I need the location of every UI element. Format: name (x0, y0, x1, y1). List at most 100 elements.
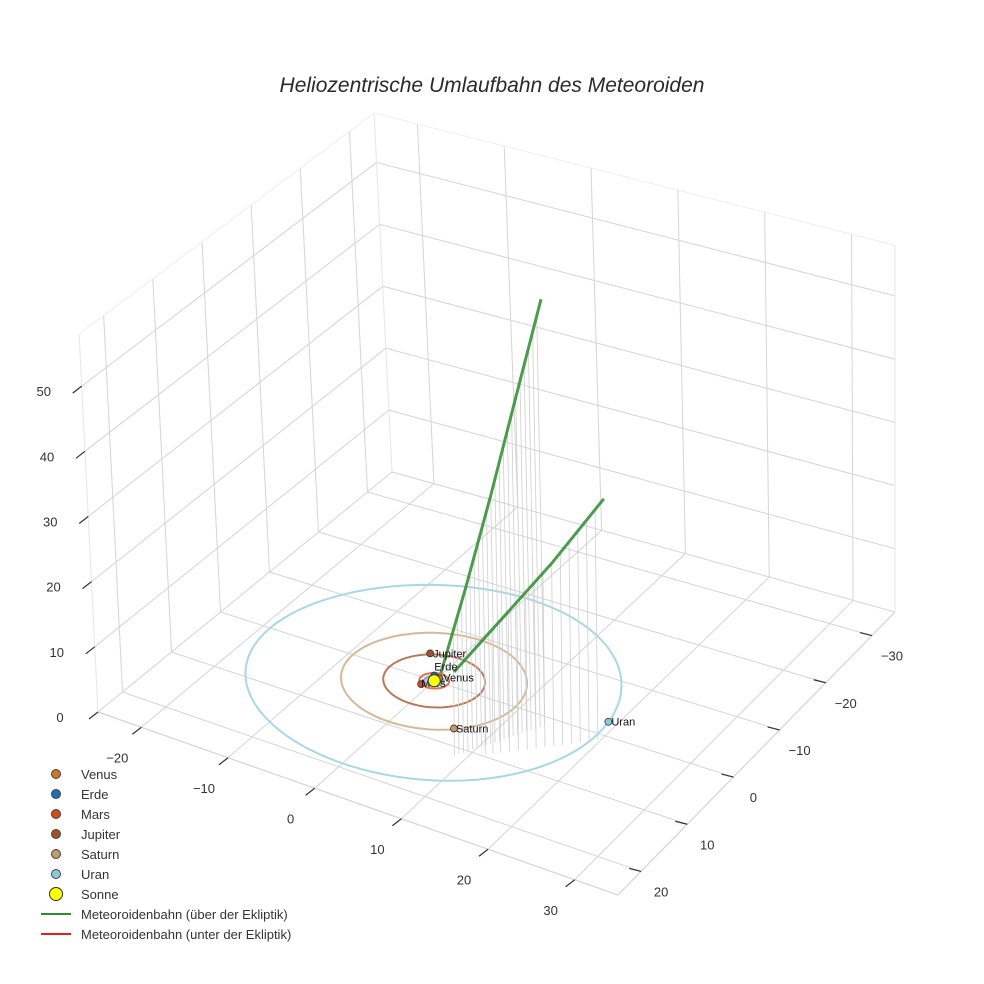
z-axis-label: 20 (46, 580, 60, 595)
legend-item-6[interactable]: Sonne (40, 884, 291, 904)
legend-label: Venus (81, 766, 118, 782)
dropline (486, 510, 491, 744)
z-axis-tick (72, 385, 83, 394)
legend-label: Mars (81, 806, 110, 822)
wall-gridline-z (94, 409, 390, 648)
dropline (507, 430, 514, 737)
y-axis-label: 10 (700, 837, 714, 852)
box-edge (78, 112, 375, 335)
legend-item-5[interactable]: Uran (40, 864, 291, 884)
planet-marker-jupiter (426, 649, 435, 658)
axis-ticks: 0 10 20 30 40 50 −20 −10 0 10 20 30 −30 −20 −10 0 10 20 (36, 384, 902, 918)
x-axis-label: −20 (106, 750, 128, 765)
wall-gridline-z (382, 285, 896, 423)
z-axis-tick (85, 646, 96, 655)
z-axis-label: 30 (43, 514, 57, 529)
z-axis-label: 10 (50, 645, 64, 660)
dropline (452, 630, 455, 756)
wall-gridline-y (201, 241, 221, 613)
wall-gridline-y (103, 315, 123, 693)
dropline (483, 638, 486, 755)
wall-gridline-x (677, 190, 686, 554)
wall-gridline-z (81, 162, 377, 387)
box-edge (373, 112, 896, 246)
floor-gridline-x (487, 576, 770, 850)
z-axis-tick (88, 711, 99, 720)
legend: Venus Erde Mars Jupiter Saturn Uran Sonne Meteo… (40, 764, 291, 944)
legend-label: Jupiter (81, 826, 121, 842)
axis-grid (78, 112, 896, 896)
legend-item-8[interactable]: Meteoroidenbahn (unter der Ekliptik) (40, 924, 291, 944)
y-axis-tick (675, 820, 688, 825)
floor-gridline-y (269, 571, 780, 731)
x-axis-tick (478, 848, 489, 857)
dropline (481, 526, 487, 746)
dropline (511, 413, 519, 735)
y-axis-label: −20 (835, 696, 857, 711)
orbit-mars (418, 672, 451, 690)
y-axis-label: 20 (654, 884, 668, 899)
legend-item-7[interactable]: Meteoroidenbahn (über der Ekliptik) (40, 904, 291, 924)
dropline (532, 331, 541, 728)
meteoroid-path-line (452, 497, 605, 674)
dropline (507, 611, 511, 752)
legend-dot-icon (51, 809, 61, 819)
planet-label-uran: Uran (611, 717, 635, 729)
x-axis-tick (305, 787, 316, 796)
dropline (559, 552, 564, 745)
planet-label-venus: Venus (443, 672, 474, 684)
meteoroid-path (439, 298, 605, 675)
planet-label-erde: Erde (434, 662, 457, 674)
z-axis-tick (82, 581, 92, 590)
y-axis-label: 0 (750, 790, 757, 805)
legend-item-2[interactable]: Mars (40, 804, 291, 824)
legend-item-4[interactable]: Saturn (40, 844, 291, 864)
dropline (594, 509, 599, 740)
floor-gridline-x (141, 483, 435, 728)
box-edge (78, 333, 99, 713)
dropline (568, 541, 572, 744)
dropline (515, 397, 523, 734)
legend-dot-icon (49, 887, 63, 901)
wall-gridline-z (388, 409, 896, 550)
x-axis-tick (391, 818, 402, 827)
y-axis-label: −30 (881, 649, 903, 664)
wall-gridline-y (299, 168, 319, 533)
dropline (456, 616, 460, 755)
wall-gridline-z (391, 471, 896, 613)
planet-marker-uran (604, 717, 613, 726)
floor-gridline-y (367, 491, 873, 637)
y-axis-tick (628, 867, 642, 872)
dropline (577, 531, 581, 743)
legend-symbol (40, 789, 72, 799)
legend-symbol (40, 769, 72, 779)
legend-dot-icon (51, 869, 61, 879)
dropline (519, 380, 528, 732)
legend-item-3[interactable]: Jupiter (40, 824, 291, 844)
dropline (491, 629, 494, 754)
legend-symbol (40, 829, 72, 839)
floor-gridline-y (122, 691, 642, 872)
dropline (527, 348, 537, 729)
sun-marker (427, 674, 441, 688)
legend-label: Erde (81, 786, 109, 802)
floor-gridline-x (400, 553, 686, 820)
legend-item-0[interactable]: Venus (40, 764, 291, 784)
legend-item-1[interactable]: Erde (40, 784, 291, 804)
planet-marker-mars (417, 680, 426, 689)
planet-label-saturn: Saturn (456, 723, 488, 735)
legend-label: Saturn (81, 846, 120, 862)
legend-symbol (40, 933, 72, 935)
legend-symbol (40, 869, 72, 879)
dropline (551, 563, 555, 746)
dropline (499, 621, 502, 753)
y-axis-tick (859, 632, 873, 637)
floor-gridline-x (227, 506, 519, 759)
z-axis-tick (78, 516, 89, 524)
dropline (502, 446, 510, 738)
box-edge (373, 112, 393, 473)
x-axis-label: 30 (543, 903, 557, 918)
dropline (469, 572, 473, 750)
